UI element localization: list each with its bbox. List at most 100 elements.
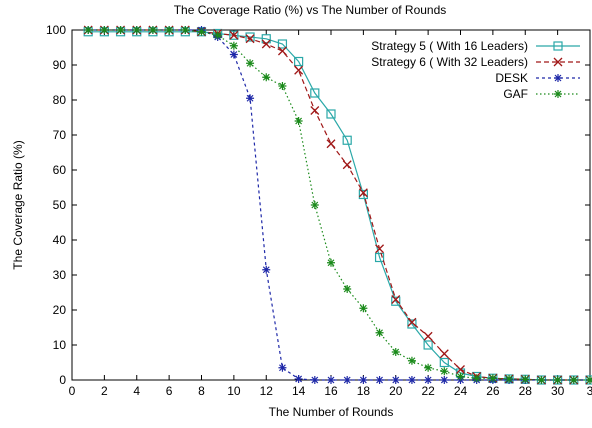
series-4: [84, 26, 592, 384]
series-layer: [83, 25, 592, 385]
asterisk-marker: [537, 376, 546, 384]
asterisk-marker: [343, 285, 352, 293]
asterisk-marker: [294, 374, 303, 383]
legend-label: Strategy 5 ( With 16 Leaders): [371, 39, 528, 53]
y-tick-label: 10: [53, 338, 67, 352]
asterisk-marker: [132, 26, 141, 34]
asterisk-marker: [327, 258, 335, 267]
x-tick-label: 10: [227, 384, 241, 398]
y-tick-label: 40: [53, 233, 67, 247]
asterisk-marker: [262, 265, 271, 274]
asterisk-marker: [554, 90, 562, 98]
x-marker: [456, 365, 465, 374]
asterisk-marker: [197, 27, 206, 36]
y-tick-label: 20: [53, 303, 67, 317]
x-marker: [310, 106, 320, 115]
square-marker: [326, 109, 336, 119]
x-tick-label: 16: [324, 384, 338, 398]
asterisk-marker: [359, 304, 368, 313]
x-marker: [391, 295, 401, 304]
asterisk-marker: [213, 31, 222, 40]
asterisk-marker: [278, 82, 287, 90]
asterisk-marker: [424, 363, 433, 372]
asterisk-marker: [100, 26, 109, 34]
asterisk-marker: [407, 356, 416, 365]
x-tick-label: 20: [389, 384, 403, 398]
asterisk-marker: [310, 376, 319, 384]
x-marker: [294, 65, 304, 75]
square-marker: [358, 189, 368, 200]
square-marker: [553, 41, 563, 51]
x-tick-label: 26: [486, 384, 500, 398]
x-tick-label: 24: [454, 384, 468, 398]
asterisk-marker: [391, 376, 400, 384]
x-tick-label: 12: [260, 384, 274, 398]
y-tick-label: 90: [53, 58, 67, 72]
square-marker: [245, 32, 255, 42]
square-marker: [342, 135, 352, 145]
square-marker: [261, 34, 271, 44]
asterisk-marker: [262, 73, 271, 82]
asterisk-marker: [472, 374, 481, 383]
y-tick-label: 30: [53, 268, 67, 282]
x-tick-label: 22: [421, 384, 435, 398]
x-marker: [439, 349, 449, 359]
x-tick-label: 14: [292, 384, 306, 398]
x-marker: [326, 139, 336, 149]
square-marker: [423, 340, 433, 350]
y-tick-label: 70: [53, 128, 67, 142]
x-marker: [277, 46, 287, 56]
asterisk-marker: [554, 74, 562, 82]
asterisk-marker: [246, 94, 255, 103]
x-tick-label: 6: [166, 384, 173, 398]
asterisk-marker: [456, 372, 465, 381]
square-marker: [310, 88, 320, 98]
legend: Strategy 5 ( With 16 Leaders) Strategy 6 …: [371, 39, 580, 101]
asterisk-marker: [181, 26, 190, 34]
x-tick-label: 2: [101, 384, 108, 398]
square-marker: [294, 56, 304, 67]
square-marker: [374, 252, 385, 263]
x-marker: [358, 188, 368, 198]
asterisk-marker: [488, 374, 497, 383]
y-tick-label: 80: [53, 93, 67, 107]
x-tick-label: 18: [357, 384, 371, 398]
square-marker: [391, 296, 401, 306]
asterisk-marker: [294, 117, 303, 125]
x-tick-label: 8: [198, 384, 205, 398]
y-tick-label: 0: [59, 373, 66, 387]
y-tick-label: 100: [46, 23, 66, 37]
x-tick-label: 3: [587, 384, 592, 398]
chart-title: The Coverage Ratio (%) vs The Number of …: [174, 3, 447, 17]
asterisk-marker: [586, 376, 592, 384]
asterisk-marker: [553, 376, 562, 384]
asterisk-marker: [116, 26, 125, 34]
asterisk-marker: [505, 374, 514, 383]
legend-label: GAF: [503, 87, 528, 101]
asterisk-marker: [391, 348, 400, 356]
x-tick-label: 28: [519, 384, 533, 398]
asterisk-marker: [343, 376, 352, 384]
y-axis-title: The Coverage Ratio (%): [11, 140, 25, 269]
asterisk-marker: [407, 376, 416, 384]
x-marker: [229, 30, 239, 40]
asterisk-marker: [229, 50, 238, 59]
asterisk-marker: [246, 59, 255, 68]
x-axis-title: The Number of Rounds: [269, 405, 394, 419]
asterisk-marker: [310, 201, 319, 209]
asterisk-marker: [84, 26, 93, 34]
asterisk-marker: [440, 367, 449, 376]
asterisk-marker: [424, 376, 433, 384]
square-marker: [439, 357, 449, 368]
y-tick-label: 60: [53, 163, 67, 177]
legend-label: DESK: [495, 71, 528, 85]
x-marker: [407, 317, 417, 327]
asterisk-marker: [148, 26, 157, 34]
y-tick-label: 50: [53, 198, 67, 212]
square-marker: [277, 39, 288, 49]
x-marker: [245, 34, 255, 44]
x-marker: [553, 57, 563, 67]
asterisk-marker: [278, 363, 287, 372]
